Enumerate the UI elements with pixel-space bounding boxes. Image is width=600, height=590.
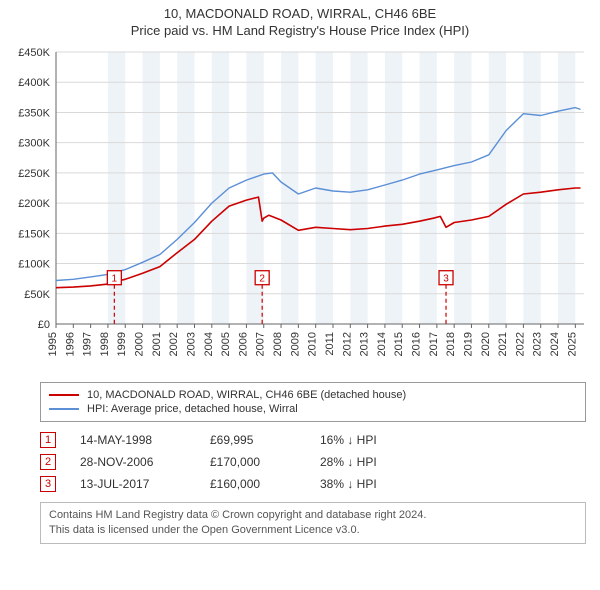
- title-main: 10, MACDONALD ROAD, WIRRAL, CH46 6BE: [0, 6, 600, 21]
- svg-text:1: 1: [112, 274, 118, 285]
- svg-text:2012: 2012: [341, 332, 353, 356]
- svg-text:1995: 1995: [47, 332, 59, 356]
- svg-text:2011: 2011: [324, 332, 336, 356]
- legend-label: HPI: Average price, detached house, Wirr…: [87, 403, 298, 415]
- svg-text:£350K: £350K: [18, 107, 50, 119]
- price-chart: £0 £50K £100K £150K £200K £250K £300K £350K £400…: [10, 46, 590, 376]
- svg-text:2004: 2004: [203, 332, 215, 356]
- svg-text:2006: 2006: [237, 332, 249, 356]
- svg-text:1998: 1998: [99, 332, 111, 356]
- sale-date: 14-MAY-1998: [80, 433, 210, 447]
- svg-text:2017: 2017: [428, 332, 440, 356]
- sale-date: 28-NOV-2006: [80, 455, 210, 469]
- svg-text:2022: 2022: [514, 332, 526, 356]
- svg-text:2025: 2025: [566, 332, 578, 356]
- sale-price: £170,000: [210, 455, 320, 469]
- footer-line: Contains HM Land Registry data © Crown c…: [49, 508, 577, 523]
- svg-text:£450K: £450K: [18, 47, 50, 59]
- svg-text:2005: 2005: [220, 332, 232, 356]
- legend-item-hpi: HPI: Average price, detached house, Wirr…: [49, 403, 577, 415]
- legend-item-property: 10, MACDONALD ROAD, WIRRAL, CH46 6BE (de…: [49, 389, 577, 401]
- sale-date: 13-JUL-2017: [80, 477, 210, 491]
- svg-text:2009: 2009: [289, 332, 301, 356]
- attribution-footer: Contains HM Land Registry data © Crown c…: [40, 502, 586, 544]
- svg-text:2001: 2001: [151, 332, 163, 356]
- svg-text:2: 2: [259, 274, 265, 285]
- chart-titles: 10, MACDONALD ROAD, WIRRAL, CH46 6BE Pri…: [0, 0, 600, 40]
- svg-text:2007: 2007: [255, 332, 267, 356]
- svg-text:£300K: £300K: [18, 138, 50, 150]
- svg-text:1999: 1999: [116, 332, 128, 356]
- svg-text:1996: 1996: [64, 332, 76, 356]
- sale-marker-icon: 2: [40, 454, 56, 470]
- svg-text:2020: 2020: [480, 332, 492, 356]
- svg-text:£50K: £50K: [24, 289, 50, 301]
- sales-table: 1 14-MAY-1998 £69,995 16% ↓ HPI 2 28-NOV…: [40, 432, 586, 492]
- sale-price: £160,000: [210, 477, 320, 491]
- svg-text:£200K: £200K: [18, 198, 50, 210]
- svg-text:£250K: £250K: [18, 168, 50, 180]
- svg-text:2015: 2015: [393, 332, 405, 356]
- sale-marker-icon: 1: [40, 432, 56, 448]
- footer-line: This data is licensed under the Open Gov…: [49, 523, 577, 538]
- legend-label: 10, MACDONALD ROAD, WIRRAL, CH46 6BE (de…: [87, 389, 406, 401]
- sale-hpi: 38% ↓ HPI: [320, 477, 440, 491]
- svg-text:2000: 2000: [134, 332, 146, 356]
- chart-area: £0 £50K £100K £150K £200K £250K £300K £350K £400…: [10, 46, 590, 376]
- svg-text:2016: 2016: [411, 332, 423, 356]
- svg-text:2018: 2018: [445, 332, 457, 356]
- svg-text:2003: 2003: [185, 332, 197, 356]
- legend-swatch: [49, 408, 79, 410]
- svg-text:£100K: £100K: [18, 259, 50, 271]
- sale-row: 2 28-NOV-2006 £170,000 28% ↓ HPI: [40, 454, 586, 470]
- svg-text:£0: £0: [38, 319, 50, 331]
- svg-text:2013: 2013: [359, 332, 371, 356]
- legend-swatch: [49, 394, 79, 396]
- svg-text:2023: 2023: [532, 332, 544, 356]
- sale-row: 3 13-JUL-2017 £160,000 38% ↓ HPI: [40, 476, 586, 492]
- svg-text:2021: 2021: [497, 332, 509, 356]
- svg-text:3: 3: [443, 274, 449, 285]
- svg-text:2019: 2019: [462, 332, 474, 356]
- sale-price: £69,995: [210, 433, 320, 447]
- sale-hpi: 16% ↓ HPI: [320, 433, 440, 447]
- sale-marker-icon: 3: [40, 476, 56, 492]
- svg-text:2008: 2008: [272, 332, 284, 356]
- svg-text:1997: 1997: [82, 332, 94, 356]
- svg-text:£400K: £400K: [18, 77, 50, 89]
- svg-text:2024: 2024: [549, 332, 561, 356]
- sale-row: 1 14-MAY-1998 £69,995 16% ↓ HPI: [40, 432, 586, 448]
- legend: 10, MACDONALD ROAD, WIRRAL, CH46 6BE (de…: [40, 382, 586, 422]
- svg-text:2010: 2010: [307, 332, 319, 356]
- svg-text:2002: 2002: [168, 332, 180, 356]
- svg-text:2014: 2014: [376, 332, 388, 356]
- svg-text:£150K: £150K: [18, 228, 50, 240]
- title-sub: Price paid vs. HM Land Registry's House …: [0, 23, 600, 38]
- sale-hpi: 28% ↓ HPI: [320, 455, 440, 469]
